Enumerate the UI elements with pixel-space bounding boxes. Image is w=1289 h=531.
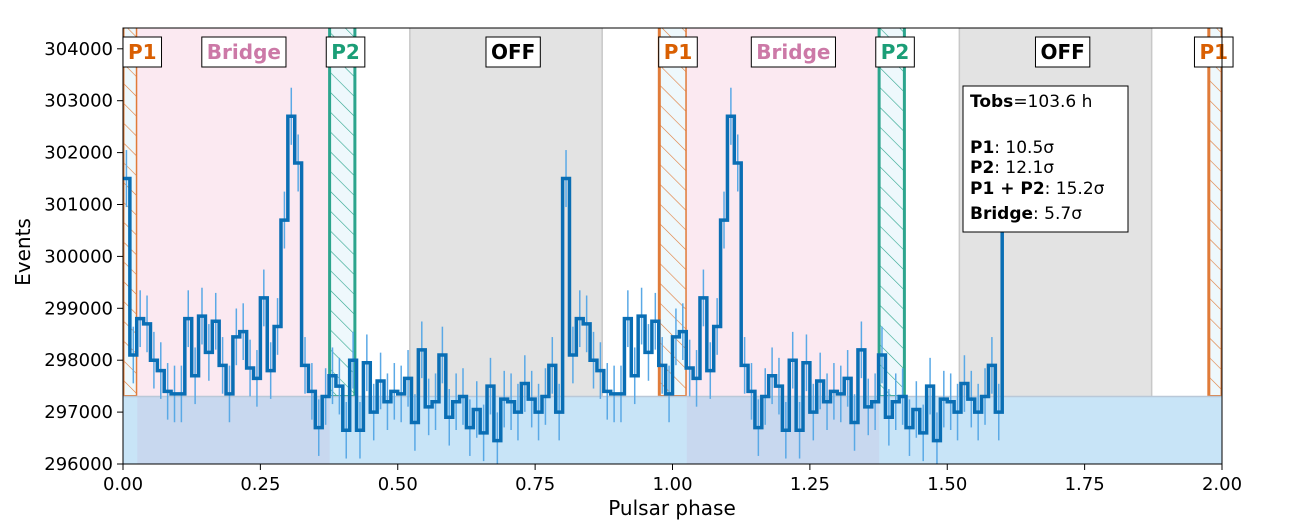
- region-label-p1: P1: [1193, 36, 1234, 68]
- region-label-text: P2: [881, 40, 910, 64]
- region-label-p1: P1: [122, 36, 163, 68]
- stats-p1-value: : 10.5σ: [994, 138, 1054, 158]
- x-tick-label: 0.75: [515, 474, 555, 495]
- x-axis-ticks: 0.00 0.25 0.50 0.75 1.00 1.25 1.50 1.75 2.00: [103, 464, 1242, 495]
- y-tick-label: 302000: [44, 143, 113, 164]
- stats-box: Tobs=103.6 h P1: 10.5σ P2: 12.1σ P1 + P2…: [962, 85, 1129, 233]
- y-tick-label: 303000: [44, 91, 113, 112]
- region-label-off: OFF: [485, 36, 541, 68]
- histogram-line: [123, 114, 1010, 443]
- region-label-box: [325, 36, 366, 68]
- y-tick-label: 304000: [44, 39, 113, 60]
- region-label-text: P1: [1199, 40, 1228, 64]
- region-label-box: [122, 36, 163, 68]
- region-label-box: [1193, 36, 1234, 68]
- region-label-p2: P2: [325, 36, 366, 68]
- stats-tobs-label: Tobs: [970, 92, 1013, 112]
- region-label-text: P2: [331, 40, 360, 64]
- bridge-background-overlap: [137, 396, 330, 464]
- stats-tobs-value: =103.6 h: [1013, 92, 1092, 112]
- region-label-text: Bridge: [207, 40, 281, 64]
- region-label-box: [485, 36, 541, 68]
- region-label-box: [750, 36, 836, 68]
- stats-box-frame: [962, 85, 1129, 233]
- region-label-off: OFF: [1034, 36, 1091, 68]
- x-tick-label: 1.75: [1065, 474, 1105, 495]
- x-tick-label: 1.50: [927, 474, 967, 495]
- svg-text:P1 + P2: 15.2σ: P1 + P2: 15.2σ: [970, 179, 1105, 199]
- x-tick-label: 1.25: [790, 474, 830, 495]
- svg-text:P2: 12.1σ: P2: 12.1σ: [970, 158, 1054, 178]
- stats-p1p2-value: : 15.2σ: [1045, 179, 1105, 199]
- region-label-text: P1: [664, 40, 693, 64]
- x-tick-label: 0.50: [378, 474, 418, 495]
- region-label-text: P1: [128, 40, 157, 64]
- y-tick-label: 301000: [44, 195, 113, 216]
- region-label-p2: P2: [875, 36, 915, 68]
- p1-region-2-hatch: [1208, 28, 1222, 397]
- p2-region-1-hatch: [879, 28, 905, 397]
- x-tick-label: 0.25: [240, 474, 280, 495]
- y-axis-ticks: 296000 297000 298000 299000 300000 301000 3020…: [44, 39, 123, 475]
- region-label-text: Bridge: [756, 40, 830, 64]
- x-tick-label: 0.00: [103, 474, 143, 495]
- background-fill: [123, 395, 1222, 464]
- region-label-text: OFF: [1040, 40, 1084, 64]
- stats-bridge-label: Bridge: [970, 204, 1033, 224]
- region-label-box: [1034, 36, 1091, 68]
- y-tick-label: 298000: [44, 350, 113, 371]
- svg-text:Bridge: 5.7σ: Bridge: 5.7σ: [970, 204, 1082, 224]
- y-tick-label: 299000: [44, 298, 113, 319]
- region-label-box: [658, 36, 698, 68]
- svg-text:P1: 10.5σ: P1: 10.5σ: [970, 138, 1054, 158]
- region-label-box: [201, 36, 287, 68]
- stats-p2-label: P2: [970, 158, 994, 178]
- region-label-p1: P1: [658, 36, 698, 68]
- y-tick-label: 296000: [44, 454, 113, 475]
- stats-p2-value: : 12.1σ: [994, 158, 1054, 178]
- stats-p1p2-label: P1 + P2: [970, 179, 1045, 199]
- p2-region-0-hatch: [329, 28, 355, 397]
- region-label-bridge: Bridge: [201, 36, 287, 68]
- x-tick-label: 2.00: [1202, 474, 1242, 495]
- histogram-series: [123, 114, 1010, 443]
- stats-p1-label: P1: [970, 138, 994, 158]
- y-tick-label: 300000: [44, 246, 113, 267]
- region-label-box: [875, 36, 915, 68]
- x-tick-label: 1.00: [652, 474, 692, 495]
- svg-text:Tobs=103.6 h: Tobs=103.6 h: [970, 92, 1092, 112]
- y-axis-label: Events: [11, 218, 35, 286]
- x-axis-label: Pulsar phase: [608, 496, 736, 520]
- stats-bridge-value: : 5.7σ: [1033, 204, 1082, 224]
- y-tick-label: 297000: [44, 402, 113, 423]
- region-labels: P1 Bridge P2 OFF P1 Bridge P2 OFF P1: [122, 36, 1234, 68]
- region-label-bridge: Bridge: [750, 36, 836, 68]
- region-label-text: OFF: [491, 40, 535, 64]
